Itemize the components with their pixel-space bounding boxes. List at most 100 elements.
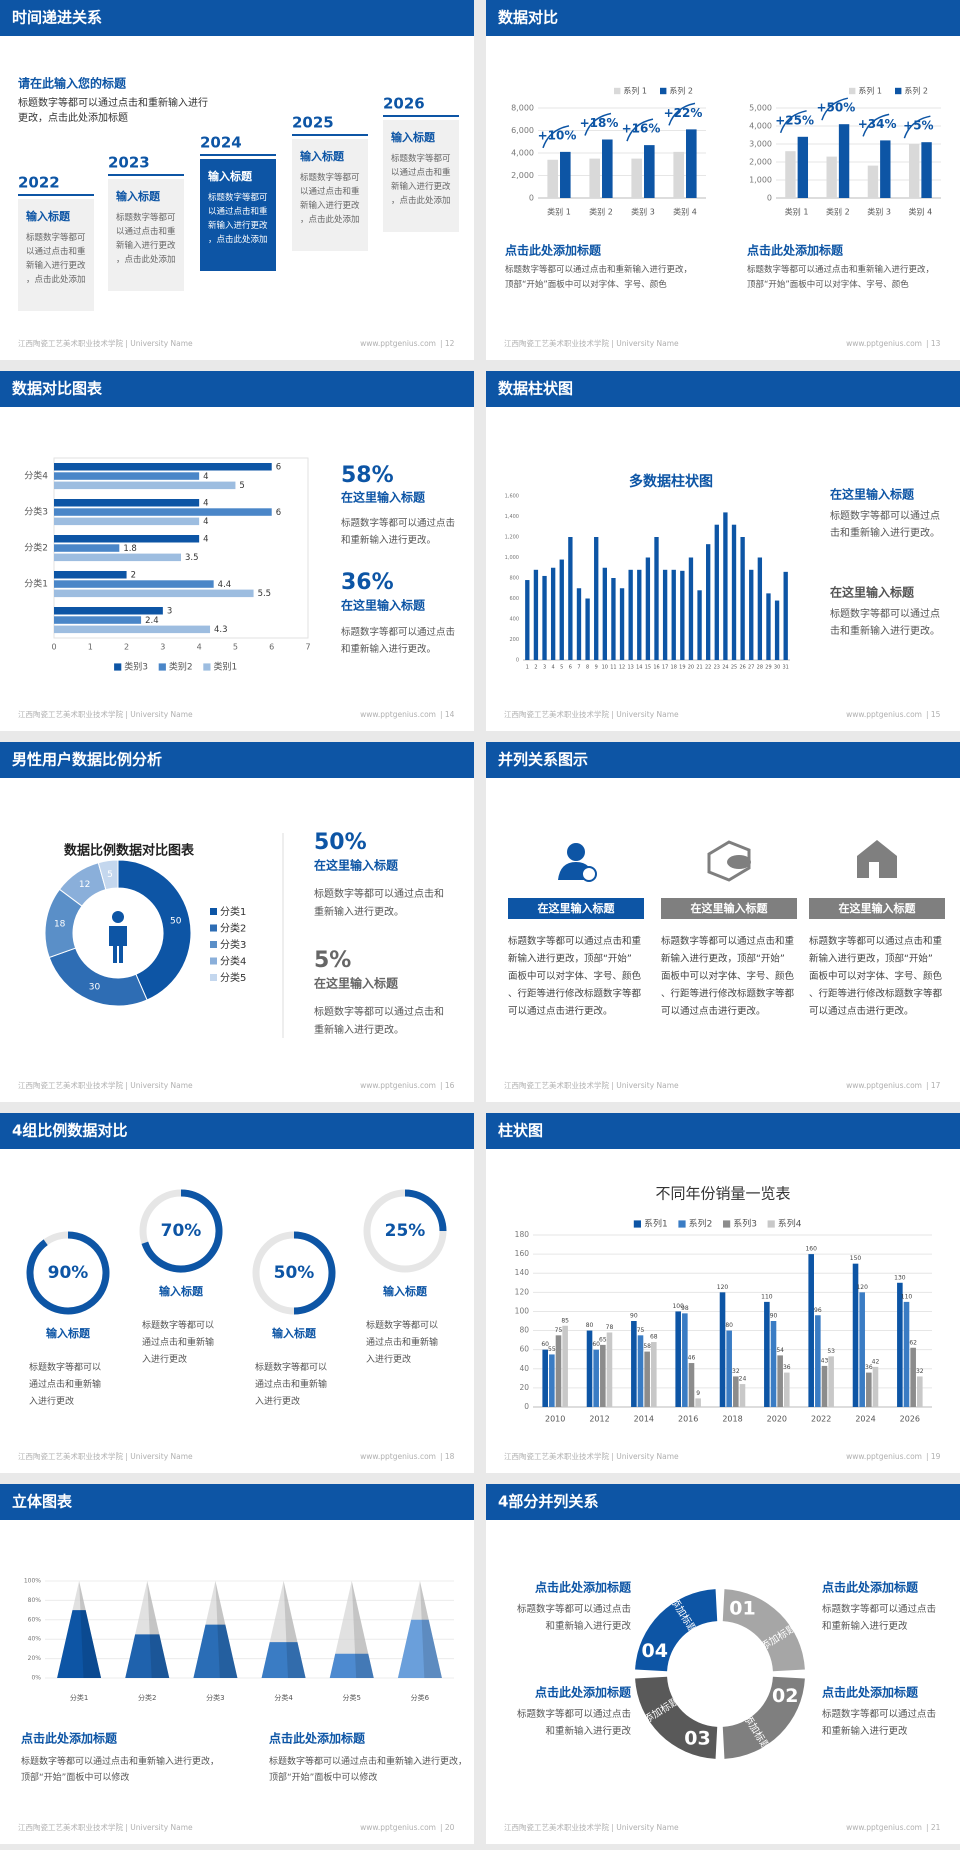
data-label: 32 <box>916 1368 924 1375</box>
legend-swatch <box>678 1220 686 1228</box>
bar <box>821 1365 828 1407</box>
data-label: 36 <box>783 1364 791 1371</box>
footer-page: | 21 <box>926 1823 941 1832</box>
donut-slice <box>97 859 119 891</box>
legend-label: 类别2 <box>169 661 193 673</box>
y-tick-label: 0 <box>516 658 519 664</box>
x-tick-label: 16 <box>653 665 659 671</box>
step-title: 输入标题 <box>26 209 71 223</box>
step-box <box>383 120 459 232</box>
y-tick-label: 160 <box>515 1249 530 1258</box>
bar <box>880 140 891 198</box>
bar <box>815 1315 821 1407</box>
bar <box>867 165 879 198</box>
x-tick-label: 3 <box>543 665 546 671</box>
segment-number: 04 <box>642 1640 668 1662</box>
y-tick-label: 6,000 <box>511 126 534 135</box>
bar <box>54 616 142 624</box>
legend-label: 系列4 <box>778 1218 802 1230</box>
bar <box>547 159 558 198</box>
step-title: 输入标题 <box>208 169 253 183</box>
bar <box>706 544 711 660</box>
bar <box>714 524 719 660</box>
bar <box>606 1332 613 1407</box>
slide-title: 柱状图 <box>498 1122 543 1140</box>
bar <box>600 1344 606 1407</box>
data-label: 5 <box>239 481 244 491</box>
step-text: 标题数字等都可以通过点击和重新输入进行更改，点击此处添加 <box>300 172 360 225</box>
bar <box>54 463 272 471</box>
bar <box>602 139 613 198</box>
annotation: +16% <box>622 122 661 136</box>
bar <box>560 151 571 198</box>
bar <box>611 578 616 660</box>
legend-swatch <box>210 974 217 981</box>
bar <box>682 1313 688 1407</box>
bar <box>757 557 763 660</box>
slide-bg <box>0 1113 474 1473</box>
x-tick-label: 27 <box>748 665 754 671</box>
data-label: 24 <box>739 1376 747 1383</box>
y-tick-label: 1,000 <box>505 555 519 561</box>
bar <box>542 1349 548 1407</box>
bar <box>680 570 685 660</box>
x-tick-label: 8 <box>586 665 589 671</box>
label-box <box>508 898 644 919</box>
bar <box>695 1398 701 1407</box>
bar <box>637 1335 644 1407</box>
bar <box>533 569 539 660</box>
y-tick-label: 3,000 <box>749 140 772 149</box>
slide-bg <box>486 371 960 731</box>
bar <box>671 569 676 660</box>
stat-value: 58% <box>341 463 394 488</box>
step-text: 标题数字等都可以通过点击和重新输入进行更改，点击此处添加 <box>208 192 268 245</box>
data-label: 4 <box>203 517 208 527</box>
legend-swatch <box>849 87 856 95</box>
label-text: 在这里输入标题 <box>538 901 616 915</box>
annotation-arrow <box>862 113 890 137</box>
bar <box>54 472 200 480</box>
x-tick-label: 20 <box>688 665 694 671</box>
footer-school: 江西陶瓷工艺美术职业技术学院 | University Name <box>18 1822 193 1832</box>
y-tick-label: 8,000 <box>511 104 534 113</box>
data-label: 4.3 <box>214 625 228 635</box>
step-year: 2025 <box>292 114 334 132</box>
slide-header <box>0 1484 474 1520</box>
step-year: 2024 <box>200 134 242 152</box>
block-title: 点击此处添加标题 <box>21 1731 118 1746</box>
y-tick-label: 2,000 <box>511 171 534 180</box>
y-tick-label: 20 <box>519 1383 529 1392</box>
x-tick-label: 11 <box>610 665 616 671</box>
legend-label: 系列 2 <box>904 86 928 96</box>
column-text: 标题数字等都可以通过点击和重新输入进行更改，顶部“开始”面板中可以对字体、字号、… <box>661 935 795 1017</box>
bar <box>585 598 590 660</box>
slide-title: 男性用户数据比例分析 <box>12 751 162 769</box>
cycle-segment <box>635 1589 718 1672</box>
data-label: 4 <box>203 535 208 545</box>
bar <box>731 524 737 660</box>
bar <box>54 553 181 562</box>
y-tick-label: 600 <box>509 596 519 602</box>
legend-swatch <box>767 1220 775 1228</box>
donut-slice <box>117 859 192 1001</box>
bar <box>688 557 694 660</box>
x-tick-label: 6 <box>269 643 274 652</box>
icon <box>869 862 879 878</box>
data-label: 80 <box>586 1322 594 1329</box>
x-tick-label: 2 <box>124 643 129 652</box>
data-label: 54 <box>776 1347 784 1354</box>
bar <box>777 1355 783 1407</box>
x-tick-label: 类别 2 <box>589 207 613 217</box>
x-tick-label: 17 <box>662 665 668 671</box>
x-tick-label: 分类2 <box>138 1693 156 1702</box>
item-title: 点击此处添加标题 <box>822 1580 919 1595</box>
stat-text: 标题数字等都可以通过点击和重新输入进行更改。 <box>341 517 455 546</box>
data-label: 68 <box>650 1334 658 1341</box>
x-tick-label: 分类4 <box>274 1693 293 1702</box>
item-title: 输入标题 <box>46 1326 91 1340</box>
bar <box>54 499 200 507</box>
bar <box>550 567 556 660</box>
bar <box>654 537 659 660</box>
